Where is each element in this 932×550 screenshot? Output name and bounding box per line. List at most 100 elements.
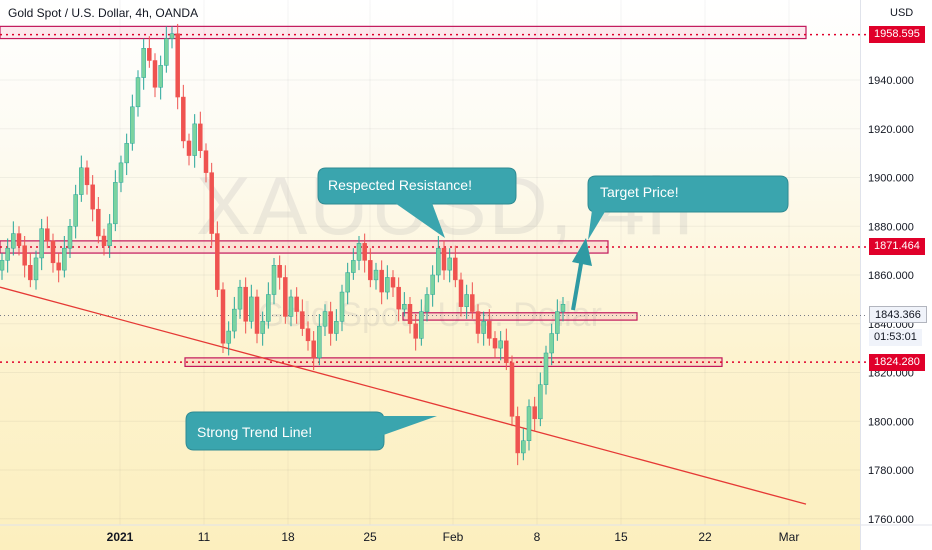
candle-up[interactable] <box>169 33 175 39</box>
candle-up[interactable] <box>288 296 294 317</box>
candle-down[interactable] <box>487 321 492 339</box>
candle-up[interactable] <box>402 304 407 310</box>
candle-up[interactable] <box>430 274 435 295</box>
candle-down[interactable] <box>198 123 203 151</box>
resistance-callout-box[interactable] <box>317 167 517 205</box>
candle-up[interactable] <box>385 277 390 293</box>
candle-up[interactable] <box>141 48 146 78</box>
sr-zone[interactable] <box>0 25 807 40</box>
candle-up[interactable] <box>232 308 237 332</box>
candle-up[interactable] <box>356 243 362 261</box>
candle-up[interactable] <box>543 352 549 385</box>
candle-up[interactable] <box>113 182 118 225</box>
trend-line[interactable] <box>0 286 807 505</box>
candle-down[interactable] <box>96 208 101 237</box>
candle-down[interactable] <box>203 150 209 173</box>
candle-up[interactable] <box>39 228 44 259</box>
candle-down[interactable] <box>277 265 282 278</box>
candle-down[interactable] <box>56 262 61 271</box>
candle-down[interactable] <box>532 406 537 420</box>
candle-down[interactable] <box>209 172 214 234</box>
candle-down[interactable] <box>407 304 413 324</box>
candle-up[interactable] <box>436 247 441 276</box>
candle-down[interactable] <box>458 279 464 307</box>
candle-up[interactable] <box>521 440 526 454</box>
candle-down[interactable] <box>283 277 288 317</box>
candle-up[interactable] <box>373 269 379 281</box>
candle-up[interactable] <box>135 77 141 108</box>
candle-down[interactable] <box>45 228 50 242</box>
candle-down[interactable] <box>152 60 158 88</box>
candle-up[interactable] <box>481 321 486 334</box>
candle-up[interactable] <box>345 272 350 293</box>
candle-up[interactable] <box>192 123 197 156</box>
candle-down[interactable] <box>28 265 33 281</box>
candle-up[interactable] <box>107 223 112 246</box>
candle-down[interactable] <box>300 311 305 329</box>
candle-down[interactable] <box>254 296 260 334</box>
candle-down[interactable] <box>515 416 520 454</box>
candle-up[interactable] <box>237 286 243 310</box>
candle-down[interactable] <box>147 48 152 61</box>
candle-up[interactable] <box>447 257 452 271</box>
candle-down[interactable] <box>311 340 316 359</box>
candle-down[interactable] <box>50 240 56 264</box>
candle-down[interactable] <box>475 311 481 334</box>
candle-down[interactable] <box>175 33 180 98</box>
candle-up[interactable] <box>555 311 560 334</box>
candle-down[interactable] <box>22 245 27 266</box>
candle-up[interactable] <box>158 65 163 88</box>
candle-up[interactable] <box>560 304 566 312</box>
currency-label[interactable]: USD <box>890 7 914 19</box>
candle-up[interactable] <box>498 340 503 349</box>
candle-down[interactable] <box>379 269 384 293</box>
chart-title[interactable]: Gold Spot / U.S. Dollar, 4h, OANDA <box>8 6 199 20</box>
candle-up[interactable] <box>549 333 554 354</box>
candle-up[interactable] <box>118 162 124 183</box>
candle-down[interactable] <box>215 233 220 290</box>
candle-up[interactable] <box>67 226 73 249</box>
candle-up[interactable] <box>322 311 328 327</box>
candle-up[interactable] <box>266 294 271 322</box>
trend-callout-box[interactable] <box>185 411 385 451</box>
candle-up[interactable] <box>464 294 469 307</box>
candle-up[interactable] <box>538 384 543 420</box>
candle-up[interactable] <box>164 38 169 66</box>
candle-up[interactable] <box>130 106 135 144</box>
candle-up[interactable] <box>317 325 322 359</box>
candle-down[interactable] <box>368 260 373 281</box>
candle-up[interactable] <box>260 321 265 334</box>
candle-up[interactable] <box>79 167 84 195</box>
candle-up[interactable] <box>424 294 430 312</box>
candle-down[interactable] <box>186 140 192 156</box>
candle-down[interactable] <box>90 184 95 210</box>
candle-down[interactable] <box>504 340 509 363</box>
candle-down[interactable] <box>470 294 475 312</box>
candle-up[interactable] <box>271 265 277 295</box>
candle-down[interactable] <box>305 328 311 342</box>
candle-down[interactable] <box>101 235 107 246</box>
candle-down[interactable] <box>328 311 333 334</box>
candle-up[interactable] <box>124 143 129 164</box>
candle-down[interactable] <box>16 233 22 246</box>
candle-up[interactable] <box>419 311 424 339</box>
candle-down[interactable] <box>362 243 367 261</box>
candle-up[interactable] <box>339 291 345 322</box>
candle-down[interactable] <box>413 323 418 339</box>
price-axis[interactable] <box>860 0 932 550</box>
candle-down[interactable] <box>396 286 401 310</box>
candle-up[interactable] <box>11 233 16 249</box>
candle-up[interactable] <box>73 194 78 227</box>
candle-down[interactable] <box>453 257 458 281</box>
candle-up[interactable] <box>0 260 5 271</box>
candle-up[interactable] <box>526 406 532 441</box>
target-callout-text[interactable]: Target Price! <box>600 184 679 200</box>
plot-area[interactable] <box>0 0 860 550</box>
candle-up[interactable] <box>249 296 254 322</box>
target-callout-box[interactable] <box>587 175 789 213</box>
candle-up[interactable] <box>226 330 231 344</box>
candle-down[interactable] <box>243 286 248 322</box>
candle-down[interactable] <box>492 338 498 349</box>
candle-up[interactable] <box>5 247 10 261</box>
resistance-callout-text[interactable]: Respected Resistance! <box>328 177 472 193</box>
